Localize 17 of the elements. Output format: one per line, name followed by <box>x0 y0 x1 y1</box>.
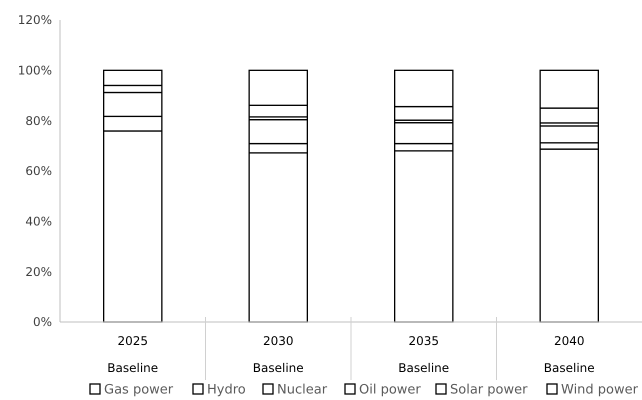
y-tick-label: 120% <box>18 13 52 28</box>
legend-label: Wind power <box>561 382 639 398</box>
legend-label: Oil power <box>359 382 422 398</box>
legend-label: Solar power <box>450 382 528 398</box>
y-tick-label: 20% <box>25 264 52 279</box>
legend-label: Nuclear <box>277 382 328 398</box>
legend-label: Hydro <box>207 382 246 398</box>
y-tick-label: 40% <box>25 214 52 229</box>
y-tick-label: 0% <box>32 315 52 330</box>
legend-label: Gas power <box>104 382 174 398</box>
y-tick-label: 100% <box>18 64 52 78</box>
y-tick-label: 60% <box>25 164 52 178</box>
x-tick-label: 2040 Baseline <box>544 334 595 375</box>
x-tick-label: 2030 Baseline <box>252 334 304 375</box>
x-tick-label: 2025 Baseline <box>107 334 158 375</box>
y-tick-label: 80% <box>25 114 52 128</box>
x-tick-label: 2035 Baseline <box>398 334 450 375</box>
